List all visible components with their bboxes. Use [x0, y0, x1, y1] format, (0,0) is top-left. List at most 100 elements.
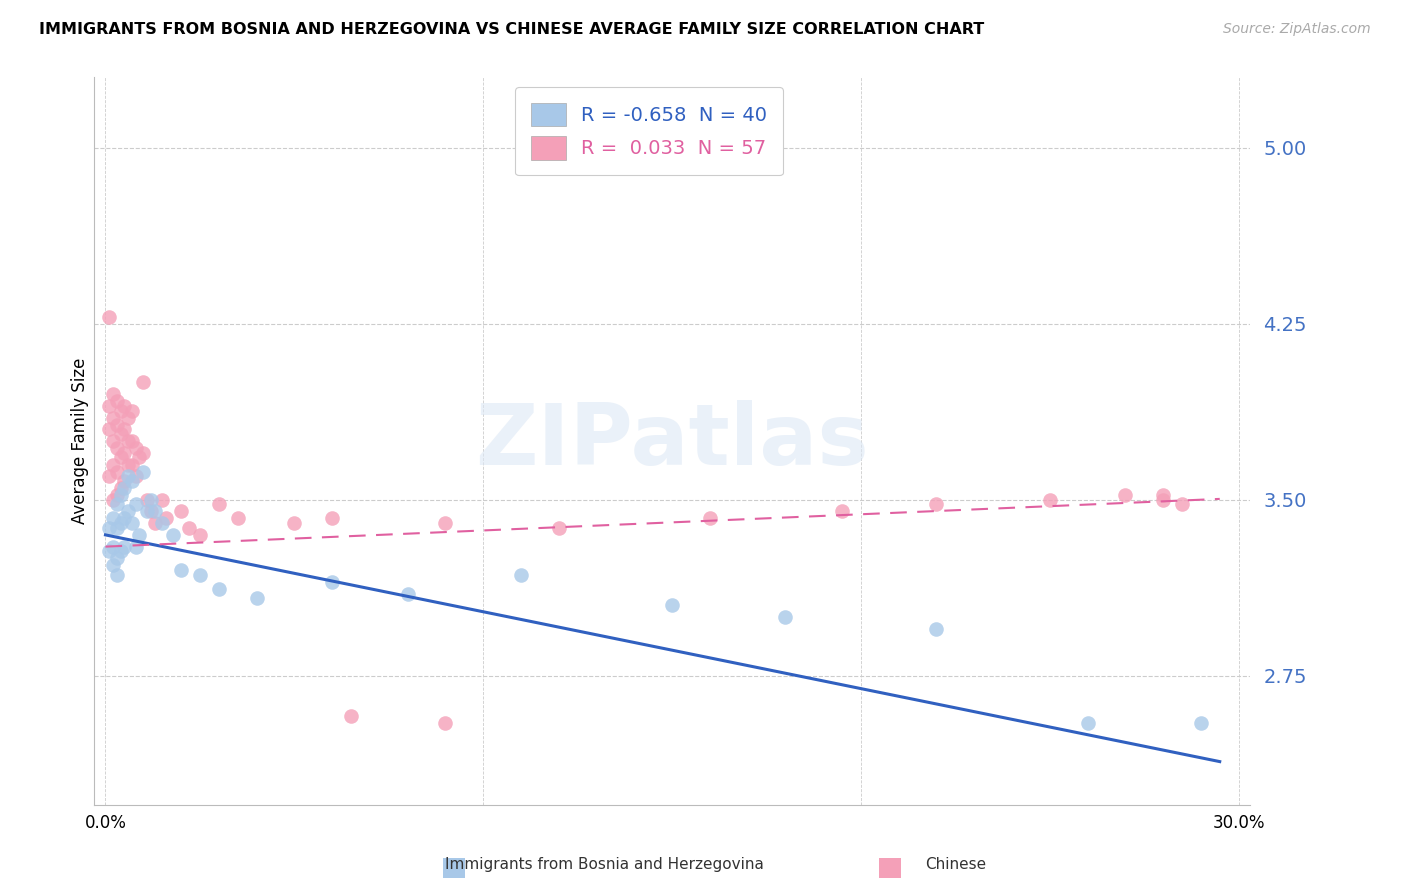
Point [150, 492, 173, 507]
Point [105, 441, 128, 455]
Point [136, 492, 159, 507]
Point [110, 427, 132, 442]
Point [547, 521, 569, 535]
Point [321, 511, 343, 525]
Point [110, 481, 132, 495]
Text: ZIPatlas: ZIPatlas [475, 400, 869, 483]
Point [98, 544, 121, 558]
Point [98, 521, 121, 535]
Point [110, 544, 132, 558]
Point [396, 586, 419, 600]
Point [112, 399, 135, 413]
Point [101, 511, 124, 525]
Point [340, 708, 363, 723]
Point [1152, 492, 1174, 507]
Point [775, 610, 797, 624]
Text: Immigrants from Bosnia and Herzegovina: Immigrants from Bosnia and Herzegovina [446, 857, 763, 872]
Point [208, 497, 231, 511]
Point [121, 458, 143, 472]
Point [105, 465, 128, 479]
Point [139, 492, 162, 507]
Y-axis label: Average Family Size: Average Family Size [72, 358, 89, 524]
Point [434, 715, 457, 730]
Point [112, 511, 135, 525]
Point [699, 511, 721, 525]
Point [105, 551, 128, 566]
Point [226, 511, 249, 525]
Point [188, 528, 211, 542]
Point [143, 504, 166, 518]
Point [510, 567, 533, 582]
Point [98, 310, 121, 324]
Point [101, 558, 124, 573]
Point [110, 450, 132, 465]
Text: Source: ZipAtlas.com: Source: ZipAtlas.com [1223, 22, 1371, 37]
Point [139, 504, 162, 518]
Point [121, 474, 143, 488]
Point [105, 497, 128, 511]
Point [1076, 715, 1098, 730]
Point [150, 516, 173, 531]
Point [128, 528, 150, 542]
Point [110, 488, 132, 502]
Point [162, 528, 184, 542]
Point [112, 540, 135, 554]
Point [101, 458, 124, 472]
Point [98, 399, 121, 413]
Point [121, 434, 143, 448]
Point [110, 403, 132, 417]
Point [117, 434, 139, 448]
Point [132, 465, 155, 479]
Point [434, 516, 457, 531]
Point [831, 504, 853, 518]
Point [208, 582, 231, 596]
Point [245, 591, 267, 606]
Point [112, 446, 135, 460]
Point [101, 434, 124, 448]
Point [1114, 488, 1136, 502]
Point [132, 376, 155, 390]
Point [124, 497, 146, 511]
Point [132, 446, 155, 460]
Point [112, 422, 135, 436]
Point [105, 394, 128, 409]
Point [1039, 492, 1062, 507]
Point [661, 599, 683, 613]
Legend: R = -0.658  N = 40, R =  0.033  N = 57: R = -0.658 N = 40, R = 0.033 N = 57 [515, 87, 783, 176]
Point [321, 574, 343, 589]
Point [117, 458, 139, 472]
Point [925, 622, 948, 636]
Point [101, 540, 124, 554]
Point [188, 567, 211, 582]
Point [117, 410, 139, 425]
Point [105, 417, 128, 432]
Point [121, 516, 143, 531]
Point [136, 504, 159, 518]
Point [283, 516, 305, 531]
Point [1171, 497, 1194, 511]
Point [925, 497, 948, 511]
Point [1152, 488, 1174, 502]
Point [124, 540, 146, 554]
Point [143, 516, 166, 531]
Point [177, 521, 200, 535]
Point [105, 567, 128, 582]
Text: IMMIGRANTS FROM BOSNIA AND HERZEGOVINA VS CHINESE AVERAGE FAMILY SIZE CORRELATIO: IMMIGRANTS FROM BOSNIA AND HERZEGOVINA V… [39, 22, 984, 37]
Point [155, 511, 177, 525]
Point [101, 492, 124, 507]
Point [98, 422, 121, 436]
Point [124, 441, 146, 455]
Point [105, 488, 128, 502]
Text: Chinese: Chinese [925, 857, 987, 872]
Point [110, 516, 132, 531]
Point [101, 387, 124, 401]
Point [112, 481, 135, 495]
Point [101, 410, 124, 425]
Point [117, 469, 139, 483]
Point [105, 521, 128, 535]
Point [117, 504, 139, 518]
Point [112, 474, 135, 488]
Point [124, 469, 146, 483]
Point [170, 504, 193, 518]
Point [128, 450, 150, 465]
